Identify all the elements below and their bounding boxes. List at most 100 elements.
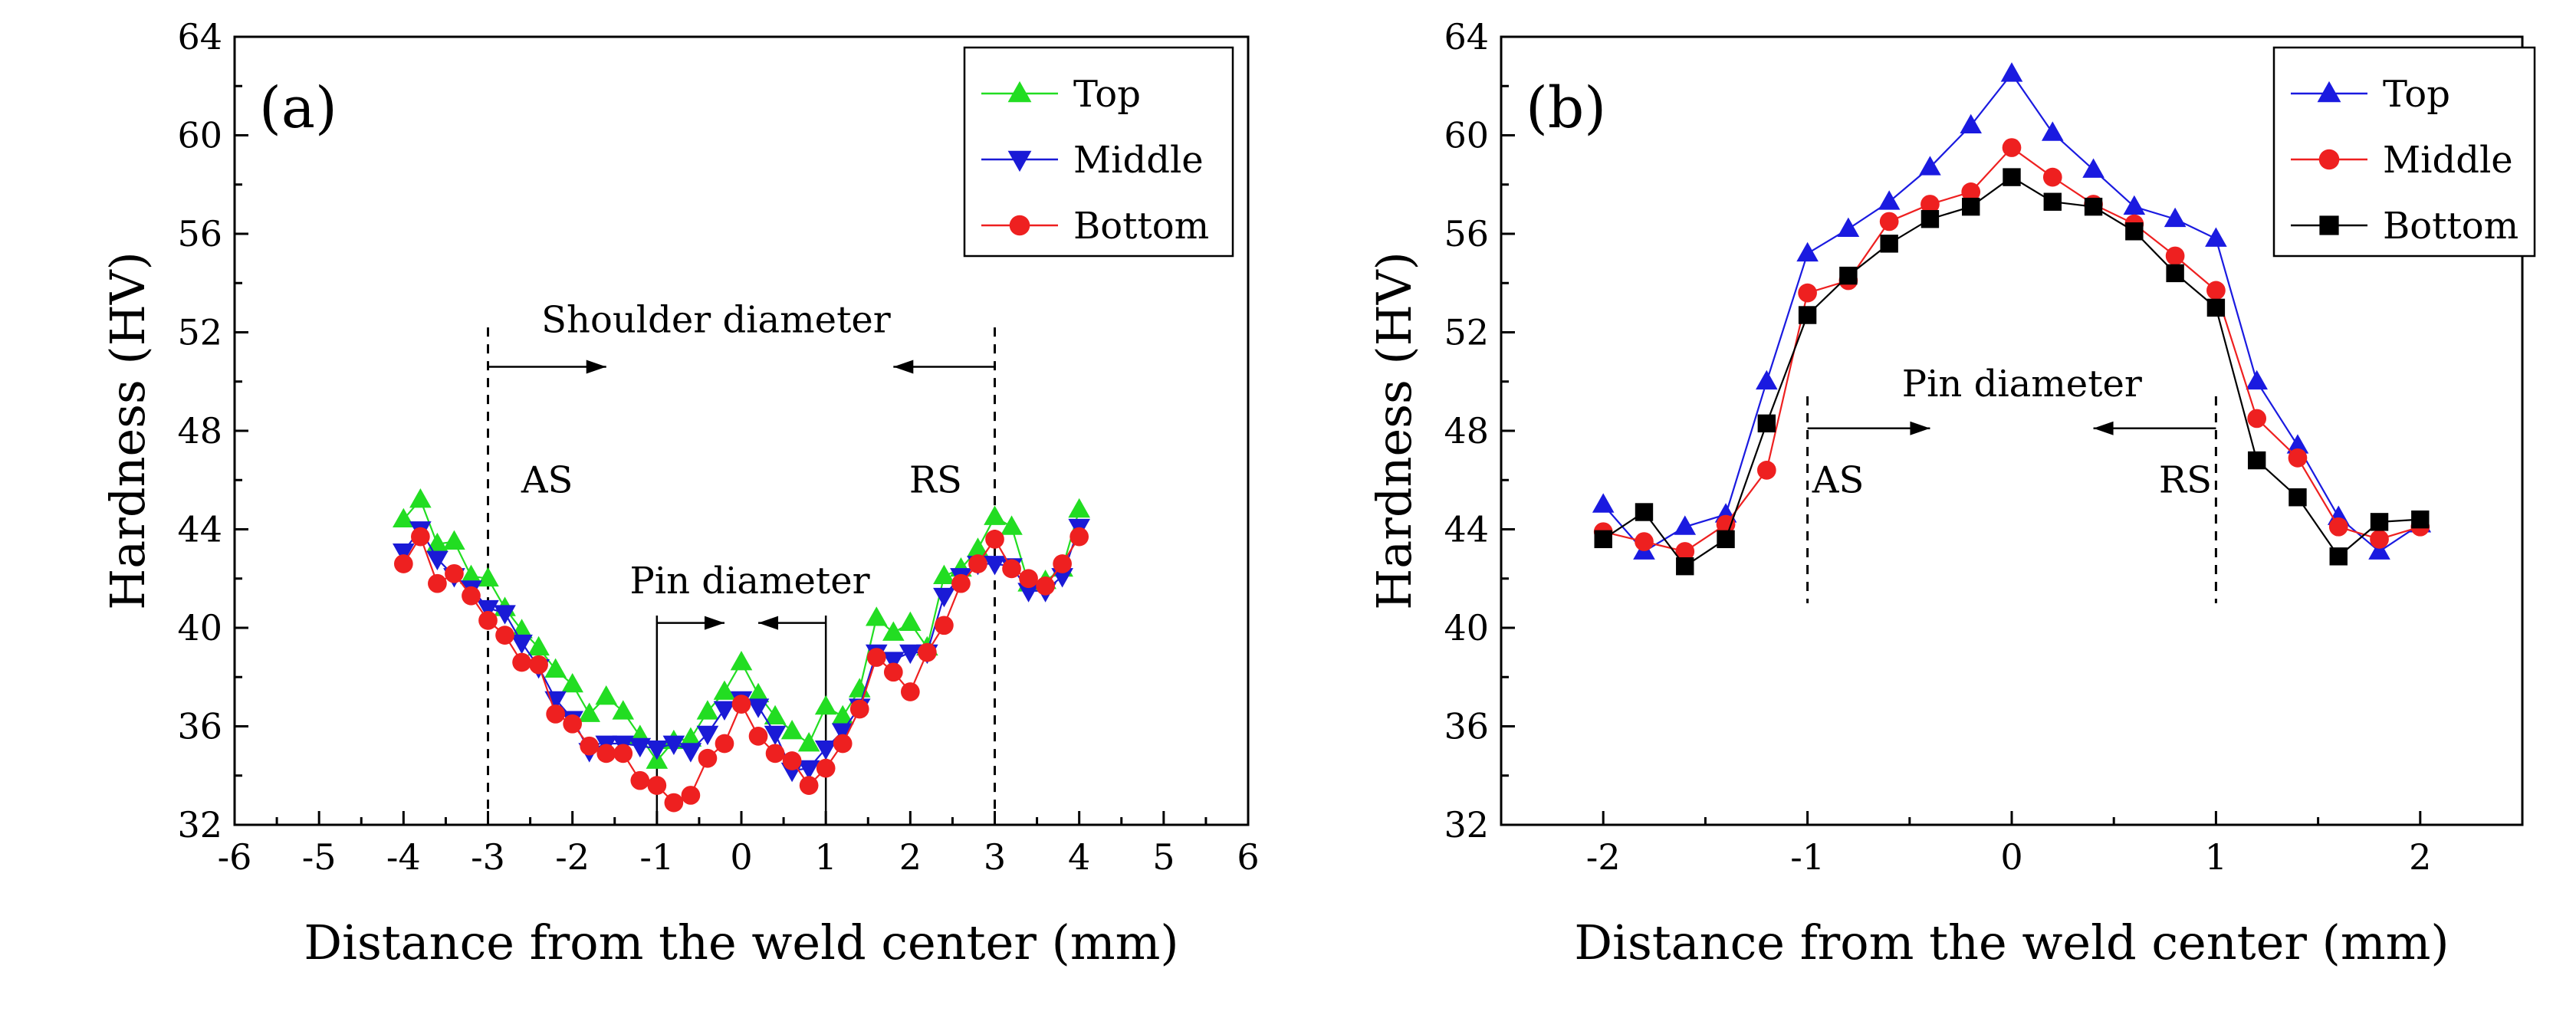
x-tick-label: -3 (471, 836, 505, 878)
data-point-bottom (2329, 547, 2348, 566)
data-point-bottom (393, 554, 413, 573)
data-point-middle (1798, 283, 1817, 303)
data-point-bottom (411, 527, 430, 547)
data-point-bottom (1594, 530, 1612, 549)
panel-label: (a) (259, 75, 337, 141)
data-point-bottom (2206, 298, 2226, 317)
data-point-bottom (731, 695, 751, 714)
legend-entry: Top (1073, 73, 1141, 116)
data-point-middle (696, 725, 719, 746)
data-point-bottom (985, 530, 1004, 549)
y-tick-label: 56 (1444, 213, 1489, 254)
y-axis-title: Hardness (HV) (1366, 251, 1422, 610)
data-point-bottom (462, 586, 481, 606)
data-point-top (1756, 369, 1778, 390)
data-point-top (882, 621, 905, 641)
data-point-top (544, 658, 567, 678)
y-tick-label: 48 (177, 410, 222, 452)
data-point-top (1674, 515, 1697, 535)
data-point-middle (2370, 530, 2389, 549)
data-point-bottom (1880, 235, 1898, 253)
x-tick-label: 0 (730, 836, 752, 878)
data-point-bottom (529, 655, 548, 675)
data-point-top (984, 505, 1006, 525)
data-point-top (2286, 434, 2309, 454)
data-point-middle (713, 701, 736, 721)
data-point-bottom (630, 770, 650, 790)
shoulder-arrow-right-head (893, 360, 914, 374)
y-tick-label: 44 (177, 509, 222, 550)
legend-marker-bottom (1009, 215, 1030, 236)
data-point-bottom (833, 734, 853, 754)
x-tick-label: -5 (302, 836, 337, 878)
data-point-bottom (1036, 576, 1055, 596)
data-point-bottom (428, 573, 447, 593)
data-point-bottom (698, 748, 718, 768)
y-tick-label: 48 (1444, 410, 1489, 452)
data-point-top (2246, 369, 2268, 390)
x-axis-title: Distance from the weld center (mm) (1574, 915, 2449, 970)
shoulder-diameter-label: Shoulder diameter (541, 298, 891, 341)
x-tick-label: 1 (2205, 836, 2227, 878)
x-tick-label: 1 (815, 836, 837, 878)
data-point-top (1796, 241, 1819, 262)
data-point-bottom (664, 793, 684, 813)
data-point-bottom (765, 744, 785, 764)
x-tick-label: 4 (1068, 836, 1090, 878)
x-tick-label: 2 (2409, 836, 2431, 878)
data-point-bottom (681, 786, 701, 805)
data-point-top (477, 566, 499, 587)
data-point-middle (1756, 461, 1776, 480)
data-point-top (797, 732, 820, 752)
data-point-middle (2002, 138, 2022, 157)
data-point-top (1837, 217, 1860, 237)
data-point-bottom (782, 751, 802, 770)
data-point-middle (1675, 542, 1695, 561)
legend-entry: Top (2383, 73, 2450, 116)
data-point-top (899, 611, 922, 631)
data-point-bottom (2288, 488, 2307, 507)
data-point-middle (933, 587, 955, 608)
data-point-bottom (1676, 557, 1694, 576)
data-point-bottom (799, 776, 819, 795)
data-point-bottom (866, 648, 886, 667)
data-point-top (1068, 498, 1090, 518)
data-point-top (764, 704, 787, 725)
rs-label: RS (2159, 458, 2212, 501)
pin-diameter-label: Pin diameter (1902, 363, 2142, 406)
data-point-bottom (900, 682, 920, 701)
data-point-bottom (918, 642, 937, 662)
data-point-top (814, 695, 837, 715)
data-point-top (730, 651, 753, 671)
data-point-top (612, 700, 635, 720)
y-tick-label: 56 (177, 213, 222, 254)
data-point-bottom (2084, 197, 2103, 216)
y-tick-label: 52 (1444, 312, 1489, 353)
data-point-top (831, 704, 854, 725)
x-tick-label: 3 (984, 836, 1006, 878)
chart-a: -6 -5 -4 -3 -2 -1 0 1 2 3 4 5 6323640444852566064Dis… (100, 16, 1260, 970)
data-point-top (1592, 493, 1615, 513)
data-point-top (2164, 207, 2187, 228)
data-point-middle (899, 644, 922, 665)
data-point-middle (662, 735, 685, 755)
data-point-top (393, 507, 415, 528)
x-tick-label: -1 (1790, 836, 1825, 878)
data-point-middle (646, 741, 669, 760)
x-tick-label: -6 (218, 836, 252, 878)
pin-arrow-right-head (758, 616, 779, 630)
data-point-top (1919, 156, 1941, 176)
legend-marker-top (2317, 80, 2341, 103)
data-point-bottom (715, 734, 734, 754)
data-point-middle (629, 737, 652, 758)
data-point-top (865, 606, 888, 626)
data-point-bottom (580, 736, 600, 756)
data-point-bottom (1798, 306, 1817, 324)
legend-marker-middle (2318, 149, 2340, 170)
rs-label: RS (909, 458, 962, 501)
data-point-bottom (647, 776, 667, 795)
data-point-middle (494, 605, 516, 625)
data-point-bottom (1757, 414, 1776, 433)
legend-marker-middle (1007, 150, 1032, 172)
